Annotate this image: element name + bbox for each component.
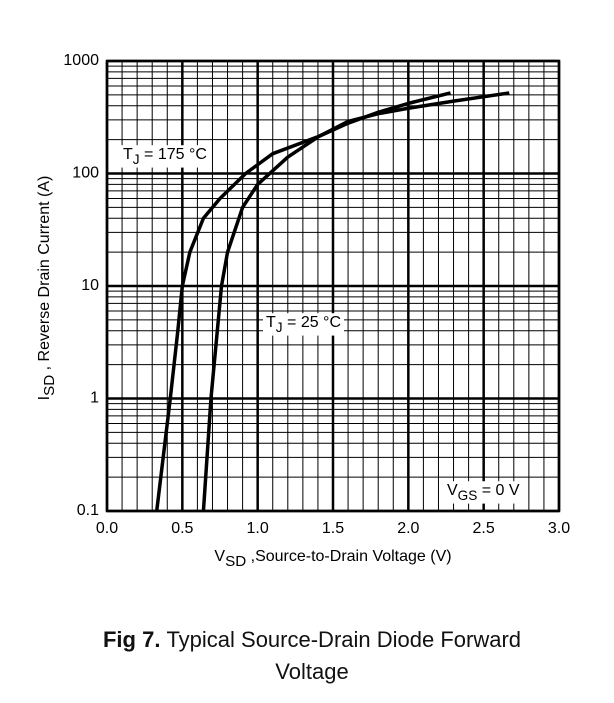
series-label-rest: = 175 °C [140, 146, 207, 163]
x-axis-label-rest: ,Source-to-Drain Voltage (V) [246, 548, 451, 565]
x-axis-label-main: V [214, 548, 225, 565]
series-label: TJ = 25 °C [266, 314, 341, 334]
series-label-sub: J [133, 152, 140, 167]
plot-frame [105, 59, 561, 513]
y-tick-label: 10 [81, 277, 99, 294]
y-tick-label: 0.1 [77, 502, 99, 519]
series-label-main: T [266, 314, 276, 331]
y-axis-label-main: I [36, 396, 53, 400]
data-line [201, 91, 510, 512]
condition-label-sub: GS [458, 488, 478, 503]
y-axis-label-sub: SD [41, 375, 58, 396]
condition-label: VGS = 0 V [447, 482, 520, 502]
condition-label-bg [444, 481, 523, 504]
x-tick-label: 0.5 [171, 520, 193, 537]
caption-label: Fig 7. [102, 627, 161, 652]
x-tick-label: 2.5 [473, 520, 495, 537]
y-tick-label: 100 [72, 165, 99, 182]
series-label: TJ = 175 °C [123, 146, 207, 166]
series-label-bg [120, 145, 210, 168]
x-axis-label: VSD ,Source-to-Drain Voltage (V) [214, 548, 451, 570]
condition-label-rest: = 0 V [477, 482, 520, 499]
y-tick-label: 1 [90, 390, 99, 407]
series-label-main: T [123, 146, 133, 163]
x-tick-label: 0.0 [96, 520, 118, 537]
x-tick-label: 2.0 [397, 520, 419, 537]
x-tick-label: 3.0 [548, 520, 570, 537]
y-tick-label: 1000 [63, 52, 99, 69]
y-axis-label: ISD , Reverse Drain Current (A) [36, 176, 58, 401]
x-tick-label: 1.0 [247, 520, 269, 537]
series-label-sub: J [276, 320, 283, 335]
caption-text: Typical Source-Drain Diode Forward Volta… [166, 627, 522, 684]
series-label-bg [263, 313, 345, 336]
x-tick-label: 1.5 [322, 520, 344, 537]
y-axis-label-rest: , Reverse Drain Current (A) [36, 176, 53, 375]
series-label-rest: = 25 °C [283, 314, 341, 331]
x-axis-label-sub: SD [225, 553, 246, 570]
caption: Fig 7. Typical Source-Drain Diode Forward… [97, 624, 527, 688]
condition-label-main: V [447, 482, 458, 499]
